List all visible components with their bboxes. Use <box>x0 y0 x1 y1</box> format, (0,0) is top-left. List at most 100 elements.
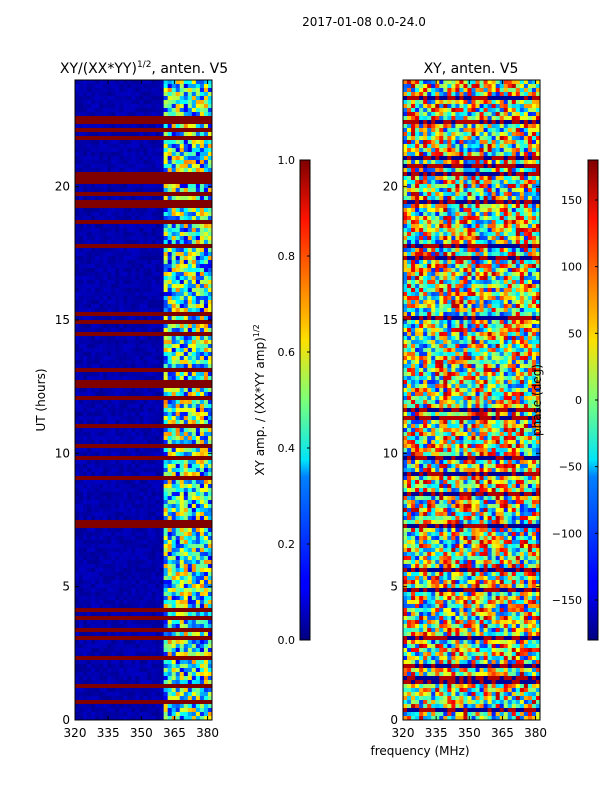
heatmap-cell <box>159 548 165 553</box>
heatmap-cell <box>203 536 209 541</box>
heatmap-cell <box>135 460 140 465</box>
heatmap-cell <box>143 316 148 321</box>
heatmap-cell <box>83 120 88 125</box>
heatmap-cell <box>183 612 189 617</box>
heatmap-cell <box>163 604 169 609</box>
heatmap-cell <box>79 664 84 669</box>
heatmap-cell <box>163 108 169 113</box>
heatmap-cell <box>139 408 144 413</box>
heatmap-cell <box>131 172 136 177</box>
heatmap-cell <box>107 484 112 489</box>
heatmap-cell <box>123 228 128 233</box>
heatmap-cell <box>91 200 96 205</box>
heatmap-cell <box>155 108 161 113</box>
heatmap-cell <box>103 320 108 325</box>
heatmap-cell <box>127 100 132 105</box>
heatmap-cell <box>171 616 177 621</box>
heatmap-cell <box>99 468 104 473</box>
heatmap-cell <box>199 660 205 665</box>
heatmap-cell <box>103 120 108 125</box>
heatmap-cell <box>107 580 112 585</box>
heatmap-cell <box>115 628 120 633</box>
heatmap-cell <box>115 112 120 117</box>
heatmap-cell <box>179 184 185 189</box>
heatmap-cell <box>187 624 193 629</box>
heatmap-cell <box>171 496 177 501</box>
heatmap-cell <box>187 652 193 657</box>
heatmap-cell <box>179 260 185 265</box>
heatmap-cell <box>119 380 124 385</box>
heatmap-cell <box>155 460 161 465</box>
heatmap-cell <box>135 660 140 665</box>
heatmap-cell <box>191 460 197 465</box>
heatmap-cell <box>143 408 148 413</box>
heatmap-cell <box>171 412 177 417</box>
heatmap-cell <box>111 644 116 649</box>
heatmap-cell <box>191 404 197 409</box>
heatmap-cell <box>79 456 84 461</box>
heatmap-cell <box>135 632 140 637</box>
heatmap-cell <box>199 388 205 393</box>
heatmap-cell <box>79 116 84 121</box>
heatmap-cell <box>103 156 108 161</box>
heatmap-cell <box>195 636 201 641</box>
heatmap-cell <box>115 608 120 613</box>
heatmap-cell <box>107 276 112 281</box>
heatmap-cell <box>99 428 104 433</box>
heatmap-cell <box>83 272 88 277</box>
heatmap-cell <box>123 636 128 641</box>
heatmap-cell <box>111 420 116 425</box>
heatmap-cell <box>187 392 193 397</box>
heatmap-cell <box>191 340 197 345</box>
heatmap-cell <box>79 424 84 429</box>
heatmap-cell <box>155 636 161 641</box>
heatmap-cell <box>199 496 205 501</box>
heatmap-cell <box>83 624 88 629</box>
heatmap-cell <box>107 448 112 453</box>
heatmap-cell <box>99 120 104 125</box>
heatmap-cell <box>99 444 104 449</box>
heatmap-cell <box>159 260 165 265</box>
heatmap-cell <box>199 304 205 309</box>
heatmap-cell <box>147 176 152 181</box>
heatmap-cell <box>207 260 212 265</box>
heatmap-cell <box>199 140 205 145</box>
heatmap-cell <box>147 560 152 565</box>
heatmap-cell <box>135 356 140 361</box>
heatmap-cell <box>163 292 169 297</box>
heatmap-cell <box>147 572 152 577</box>
heatmap-cell <box>99 636 104 641</box>
heatmap-cell <box>163 588 169 593</box>
heatmap-cell <box>195 280 201 285</box>
heatmap-cell <box>91 164 96 169</box>
heatmap-cell <box>139 432 144 437</box>
heatmap-cell <box>115 260 120 265</box>
heatmap-cell <box>147 396 152 401</box>
heatmap-cell <box>195 236 201 241</box>
heatmap-cell <box>91 312 96 317</box>
heatmap-cell <box>167 644 173 649</box>
heatmap-cell <box>123 336 128 341</box>
heatmap-cell <box>103 524 108 529</box>
heatmap-cell <box>179 568 185 573</box>
heatmap-cell <box>111 664 116 669</box>
heatmap-cell <box>115 364 120 369</box>
heatmap-cell <box>183 164 189 169</box>
heatmap-cell <box>191 364 197 369</box>
heatmap-cell <box>79 84 84 89</box>
heatmap-cell <box>115 348 120 353</box>
heatmap-cell <box>183 552 189 557</box>
heatmap-cell <box>127 244 132 249</box>
heatmap-cell <box>175 84 181 89</box>
heatmap-cell <box>155 164 161 169</box>
heatmap-cell <box>195 224 201 229</box>
heatmap-cell <box>95 584 100 589</box>
heatmap-cell <box>79 496 84 501</box>
heatmap-cell <box>203 232 209 237</box>
heatmap-cell <box>179 80 185 85</box>
heatmap-cell <box>171 196 177 201</box>
heatmap-cell <box>159 224 165 229</box>
heatmap-cell <box>147 516 152 521</box>
heatmap-cell <box>95 192 100 197</box>
heatmap-cell <box>167 616 173 621</box>
